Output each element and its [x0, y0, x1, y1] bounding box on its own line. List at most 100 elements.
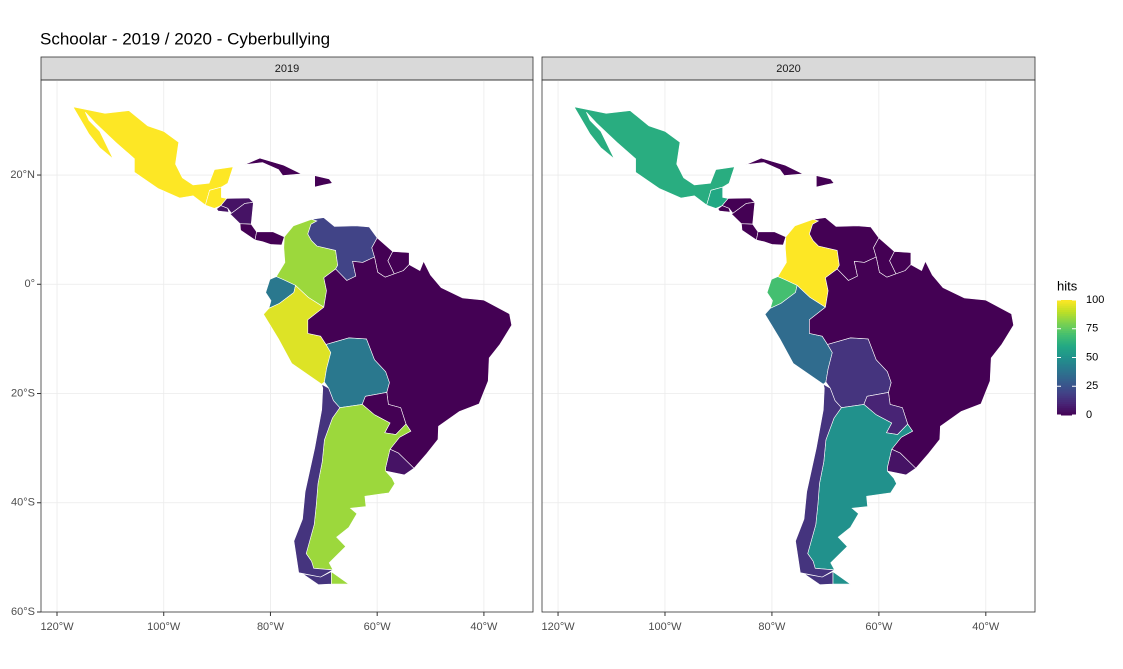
colorbar-step [1057, 317, 1076, 320]
colorbar-step [1057, 338, 1076, 341]
colorbar-step [1057, 365, 1076, 368]
colorbar-step [1057, 359, 1076, 362]
country [816, 175, 835, 188]
colorbar-step [1057, 342, 1076, 345]
colorbar-step [1057, 334, 1076, 337]
colorbar-step [1057, 397, 1076, 401]
colorbar-step [1057, 323, 1076, 326]
colorbar-step [1057, 367, 1076, 370]
x-tick-label: 80°W [257, 621, 285, 633]
x-tick-label: 80°W [758, 621, 786, 633]
x-tick-label: 60°W [364, 621, 392, 633]
colorbar-step [1057, 380, 1076, 383]
country [314, 175, 333, 188]
country [244, 157, 303, 176]
colorbar-step [1057, 372, 1076, 376]
x-tick-label: 100°W [147, 621, 181, 633]
country [717, 205, 731, 213]
colorbar-step [1057, 301, 1076, 305]
colorbar-step [1057, 392, 1076, 395]
x-tick-label: 40°W [972, 621, 1000, 633]
country [706, 186, 729, 209]
colorbar-step [1057, 330, 1076, 334]
colorbar-step [1057, 390, 1076, 393]
colorbar-step [1057, 384, 1076, 387]
x-tick-label: 120°W [40, 621, 74, 633]
colorbar-step [1057, 300, 1076, 303]
colorbar-step [1057, 411, 1076, 414]
colorbar-step [1057, 407, 1076, 410]
colorbar-step [1057, 328, 1076, 332]
legend-tick-label: 25 [1086, 380, 1098, 392]
colorbar-step [1057, 303, 1076, 307]
colorbar-step [1057, 363, 1076, 366]
colorbar-step [1057, 405, 1076, 408]
colorbar-step [1057, 349, 1076, 353]
colorbar-step [1057, 370, 1076, 374]
country [72, 106, 234, 206]
colorbar-step [1057, 346, 1076, 349]
colorbar-step [1057, 309, 1076, 312]
legend-tick-label: 100 [1086, 294, 1104, 306]
colorbar-step [1057, 332, 1076, 335]
colorbar-step [1057, 386, 1076, 389]
colorbar-step [1057, 351, 1076, 355]
colorbar-step [1057, 374, 1076, 378]
country [205, 186, 228, 209]
colorbar-step [1057, 401, 1076, 404]
strip-label: 2019 [275, 63, 299, 75]
country [756, 231, 787, 246]
colorbar-step [1057, 357, 1076, 360]
colorbar-step [1057, 319, 1076, 322]
panel-border [541, 79, 1036, 613]
x-tick-label: 100°W [648, 621, 682, 633]
country [745, 157, 804, 176]
country [573, 106, 735, 206]
colorbar-step [1057, 321, 1076, 324]
colorbar-step [1057, 353, 1076, 357]
colorbar-step [1057, 307, 1076, 311]
country [293, 383, 341, 586]
legend-tick-label: 0 [1086, 409, 1092, 421]
colorbar-step [1057, 347, 1076, 351]
colorbar-step [1057, 311, 1076, 314]
colorbar-step [1057, 315, 1076, 318]
country [254, 231, 285, 246]
colorbar-step [1057, 395, 1076, 399]
panel-border [40, 79, 534, 613]
colorbar-step [1057, 355, 1076, 358]
x-tick-label: 60°W [865, 621, 893, 633]
y-tick-label: 0° [24, 278, 35, 290]
colorbar-step [1057, 369, 1076, 372]
country [216, 205, 230, 213]
legend-tick-label: 75 [1086, 323, 1098, 335]
colorbar-step [1057, 399, 1076, 403]
country [795, 383, 842, 586]
colorbar-step [1057, 313, 1076, 316]
y-tick-label: 20°N [10, 169, 35, 181]
colorbar-step [1057, 361, 1076, 364]
colorbar-step [1057, 409, 1076, 412]
colorbar-step [1057, 326, 1076, 330]
legend-tick-label: 50 [1086, 351, 1098, 363]
colorbar-step [1057, 344, 1076, 347]
chart-title: Schoolar - 2019 / 2020 - Cyberbullying [40, 29, 330, 48]
x-tick-label: 40°W [470, 621, 498, 633]
x-tick-label: 120°W [541, 621, 575, 633]
y-tick-label: 20°S [11, 387, 35, 399]
colorbar-step [1057, 378, 1076, 381]
colorbar-step [1057, 376, 1076, 380]
colorbar-step [1057, 305, 1076, 309]
colorbar-step [1057, 336, 1076, 339]
y-tick-label: 60°S [11, 606, 35, 618]
colorbar-step [1057, 340, 1076, 343]
colorbar-step [1057, 324, 1076, 328]
strip-label: 2020 [776, 63, 800, 75]
colorbar-step [1057, 388, 1076, 391]
colorbar-step [1057, 393, 1076, 397]
y-tick-label: 40°S [11, 497, 35, 509]
colorbar-step [1057, 403, 1076, 406]
colorbar-step [1057, 382, 1076, 385]
colorbar-step [1057, 413, 1076, 416]
